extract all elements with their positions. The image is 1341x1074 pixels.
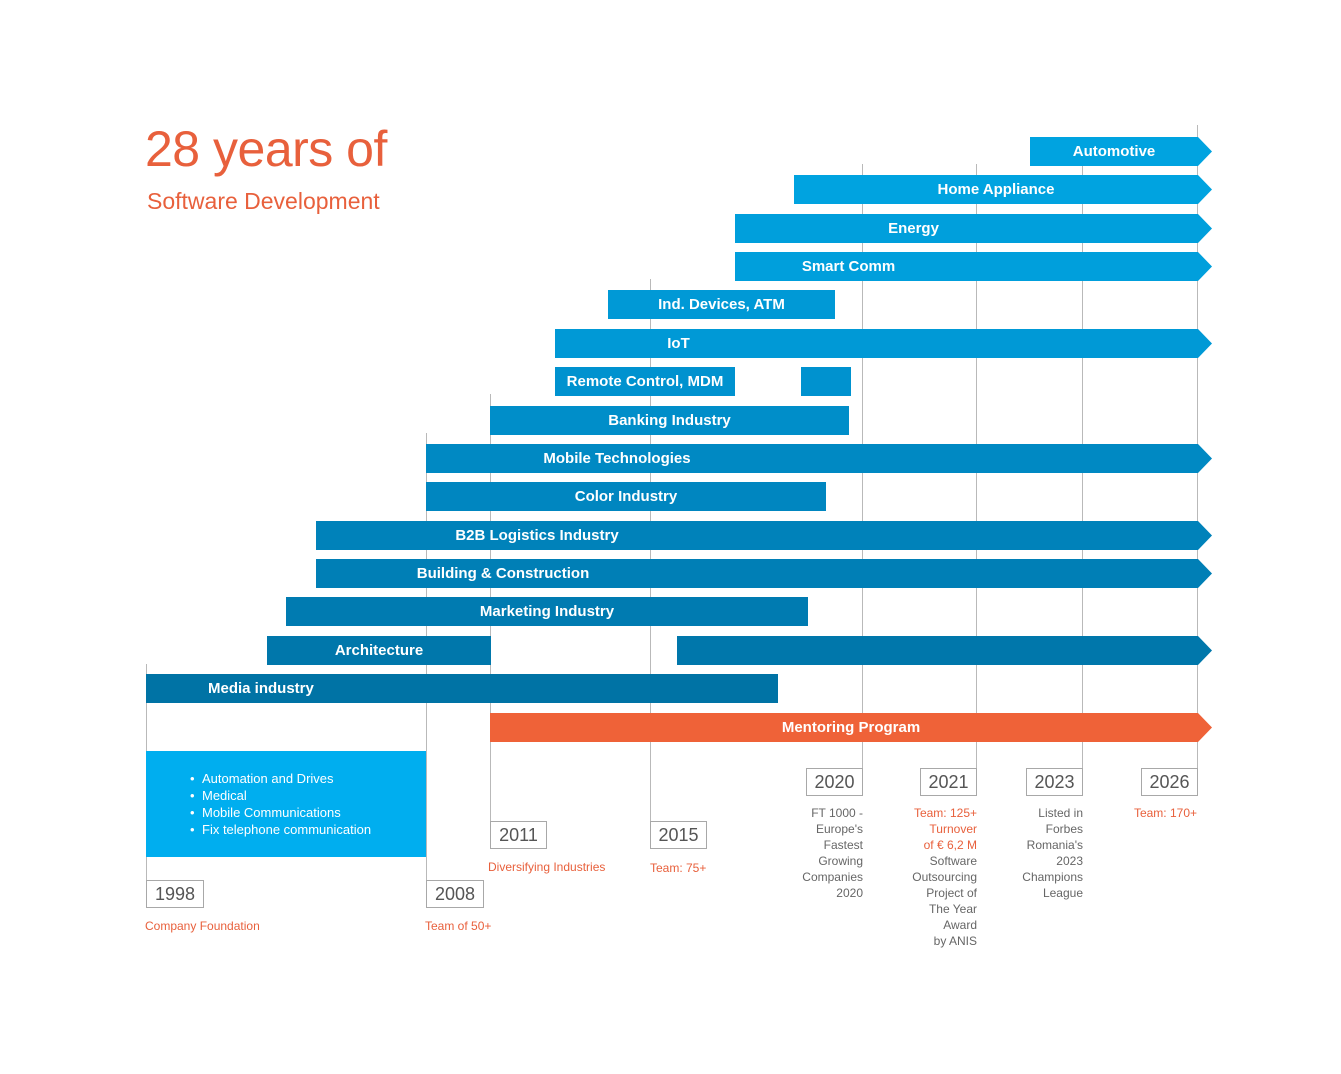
bar-iot-label: IoT [667, 335, 690, 352]
year-box-2021: 2021 [920, 768, 977, 796]
bar-architecture-continued [677, 636, 1212, 665]
year-box-2023: 2023 [1026, 768, 1083, 796]
bar-banking-industry: Banking Industry [490, 406, 849, 435]
note-2020-line: Companies [802, 870, 863, 884]
note-2023-line: Champions [1022, 870, 1083, 884]
note-2021-line: Award [943, 918, 977, 932]
year-box-1998: 1998 [146, 880, 204, 908]
note-2021-line: Software [929, 854, 977, 868]
bar-home-appliance: Home Appliance [794, 175, 1212, 204]
bar-iot: IoT [555, 329, 1212, 358]
note-2023-line: Forbes [1045, 822, 1083, 836]
bar-marketing-industry-label: Marketing Industry [479, 603, 615, 620]
page-title: 28 years of [145, 121, 387, 177]
bar-energy: Energy [735, 214, 1212, 243]
note-2021-highlight-line: Team: 125+ [913, 806, 977, 820]
note-2020: FT 1000 - Europe's Fastest Growing Compa… [780, 805, 863, 901]
bar-mentoring-program: Mentoring Program [490, 713, 1212, 742]
note-2023-line: 2023 [1056, 854, 1083, 868]
bar-mobile-technologies: Mobile Technologies [426, 444, 1212, 473]
industries-list-item: Mobile Communications [190, 804, 426, 821]
note-2021-line: The Year [928, 902, 977, 916]
industries-list-item: Automation and Drives [190, 770, 426, 787]
page-subtitle: Software Development [147, 188, 380, 214]
note-2023-line: Romania's [1026, 838, 1083, 852]
note-2023-line: Listed in [1038, 806, 1083, 820]
note-2020-line: FT 1000 - [811, 806, 863, 820]
bar-automotive: Automotive [1030, 137, 1212, 166]
bar-smart-comm: Smart Comm [735, 252, 1212, 281]
note-2023-line: League [1042, 886, 1083, 900]
bar-building-construction: Building & Construction [316, 559, 1212, 588]
note-2023: Listed in Forbes Romania's 2023 Champion… [1000, 805, 1083, 901]
bar-remote-control-mdm-label: Remote Control, MDM [566, 373, 724, 390]
bar-smart-comm-label: Smart Comm [801, 258, 896, 275]
bar-mobile-technologies-label: Mobile Technologies [543, 450, 691, 467]
bar-remote-control-mdm: Remote Control, MDM [555, 367, 735, 396]
note-2021-highlight-line: Turnover [929, 822, 977, 836]
note-2021-line: Project of [926, 886, 977, 900]
bar-b2b-logistics: B2B Logistics Industry [316, 521, 1212, 550]
note-2026: Team: 170+ [1133, 806, 1197, 820]
year-box-2008: 2008 [426, 880, 484, 908]
note-2021: Team: 125+ Turnover of € 6,2 M Software … [890, 805, 977, 949]
industries-list-item: Fix telephone communication [190, 821, 426, 838]
bar-architecture-label: Architecture [334, 642, 424, 659]
bar-banking-industry-label: Banking Industry [608, 412, 731, 429]
timeline-line-2015 [650, 279, 651, 821]
note-1998: Company Foundation [145, 919, 260, 933]
note-2020-line: Fastest [823, 838, 863, 852]
industries-list: Automation and Drives Medical Mobile Com… [146, 751, 426, 838]
industries-info-box: Automation and Drives Medical Mobile Com… [146, 751, 426, 857]
year-box-2011: 2011 [490, 821, 547, 849]
bar-ind-devices-atm-label: Ind. Devices, ATM [658, 296, 785, 313]
bar-automotive-label: Automotive [1072, 143, 1156, 160]
bar-ind-devices-atm: Ind. Devices, ATM [608, 290, 835, 319]
note-2011: Diversifying Industries [488, 860, 606, 874]
year-box-2026: 2026 [1141, 768, 1198, 796]
year-box-2020: 2020 [806, 768, 863, 796]
note-2020-line: 2020 [836, 886, 863, 900]
note-2021-highlight-line: of € 6,2 M [923, 838, 977, 852]
note-2008: Team of 50+ [425, 919, 492, 933]
note-2015: Team: 75+ [650, 861, 707, 875]
bar-color-industry-label: Color Industry [574, 488, 678, 505]
bar-remote-control-mdm-segment [801, 367, 851, 396]
bar-media-industry-label: Media industry [208, 680, 314, 697]
industries-list-item: Medical [190, 787, 426, 804]
year-box-2015: 2015 [650, 821, 707, 849]
note-2020-line: Growing [818, 854, 863, 868]
bar-media-industry: Media industry [146, 674, 778, 703]
bar-architecture: Architecture [267, 636, 491, 665]
bar-home-appliance-label: Home Appliance [937, 181, 1055, 198]
bar-building-construction-label: Building & Construction [416, 565, 590, 582]
note-2021-line: by ANIS [933, 934, 977, 948]
bar-energy-label: Energy [888, 220, 939, 237]
note-2020-line: Europe's [816, 822, 863, 836]
bar-b2b-logistics-label: B2B Logistics Industry [455, 527, 619, 544]
bar-marketing-industry: Marketing Industry [286, 597, 808, 626]
note-2021-line: Outsourcing [912, 870, 977, 884]
bar-color-industry: Color Industry [426, 482, 826, 511]
bar-mentoring-program-label: Mentoring Program [781, 719, 921, 736]
